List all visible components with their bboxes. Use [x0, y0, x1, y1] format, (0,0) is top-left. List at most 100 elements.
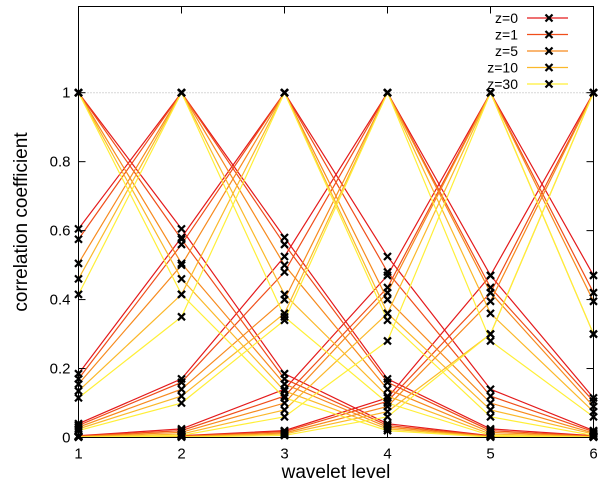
data-point	[383, 398, 392, 408]
data-point	[177, 398, 186, 408]
data-point	[486, 391, 495, 401]
series-line	[78, 91, 594, 428]
data-point	[383, 252, 392, 261]
legend-label: z=1	[495, 27, 518, 43]
data-point	[383, 384, 392, 394]
data-point	[280, 386, 289, 396]
x-axis-label: wavelet level	[281, 462, 391, 483]
series-line	[78, 91, 595, 437]
tick-layer: 0 0.2 0.4 0.6 0.8 1 1 2 3 4 5 6	[50, 6, 598, 463]
data-point	[486, 297, 495, 306]
legend-marker	[544, 46, 554, 56]
series-line	[78, 91, 595, 438]
series-line	[78, 91, 595, 438]
x-tick-label: 1	[74, 446, 82, 463]
series-line	[77, 91, 594, 438]
series-line	[78, 91, 594, 432]
legend-item: z=1	[495, 27, 568, 43]
x-tick-label: 2	[177, 446, 185, 463]
legend-item: z=0	[495, 10, 568, 26]
data-point	[177, 384, 186, 394]
legend-label: z=10	[487, 60, 518, 76]
legend: z=0z=1z=5z=10z=30	[487, 10, 568, 92]
data-point	[177, 274, 186, 284]
legend-item: z=30	[487, 76, 568, 92]
data-point	[280, 267, 289, 277]
data-point	[486, 271, 495, 280]
data-point	[280, 379, 289, 389]
y-tick-label: 0.4	[50, 292, 71, 309]
plot-frame	[78, 6, 594, 438]
legend-label: z=5	[495, 43, 518, 59]
series-line	[78, 91, 594, 425]
x-tick-label: 4	[383, 446, 391, 463]
series-line	[78, 91, 594, 426]
data-point	[280, 240, 289, 249]
data-point	[486, 412, 495, 422]
data-point	[177, 88, 186, 97]
y-tick-label: 0.2	[50, 361, 71, 378]
data-point	[486, 88, 495, 97]
y-axis-label: correlation coefficient	[11, 132, 32, 312]
data-point	[177, 290, 186, 299]
data-point	[177, 240, 186, 249]
data-point	[383, 378, 392, 387]
data-point	[177, 378, 186, 387]
data-point	[280, 88, 289, 97]
series-line	[78, 91, 595, 437]
series-line	[78, 91, 594, 437]
data-point	[383, 424, 392, 434]
data-point	[280, 252, 289, 261]
legend-item: z=5	[495, 43, 568, 59]
legend-marker	[544, 13, 554, 23]
data-point	[383, 267, 392, 277]
series-line	[78, 91, 594, 430]
legend-label: z=0	[495, 10, 518, 26]
data-point	[383, 412, 392, 422]
data-point	[280, 412, 289, 422]
legend-marker	[544, 79, 554, 89]
series-layer	[74, 88, 598, 442]
data-point	[383, 391, 392, 401]
data-point	[280, 260, 289, 270]
data-point	[280, 233, 289, 242]
data-point	[383, 295, 392, 304]
data-point	[486, 398, 495, 408]
data-point	[383, 288, 392, 297]
x-tick-label: 6	[589, 446, 597, 463]
data-point	[280, 315, 289, 325]
data-point	[486, 329, 495, 339]
data-point	[486, 384, 495, 394]
series-line	[78, 91, 594, 437]
legend-marker	[544, 30, 554, 39]
y-tick-label: 0.6	[50, 223, 71, 240]
y-tick-label: 0	[62, 430, 70, 447]
data-point	[177, 260, 186, 270]
legend-item: z=10	[487, 60, 568, 76]
data-point	[486, 309, 495, 318]
x-tick-label: 3	[280, 446, 288, 463]
y-tick-label: 1	[62, 85, 70, 102]
data-point	[383, 336, 392, 346]
data-point	[177, 312, 186, 322]
y-tick-label: 0.8	[50, 154, 71, 171]
data-point	[383, 309, 392, 318]
legend-marker	[544, 63, 554, 72]
data-point	[177, 259, 186, 268]
data-point	[280, 405, 289, 415]
data-point	[383, 88, 392, 97]
data-point	[280, 393, 289, 403]
data-point	[486, 405, 495, 415]
data-point	[486, 336, 495, 346]
series-line	[77, 91, 594, 438]
data-point	[177, 224, 186, 234]
data-point	[383, 315, 392, 325]
data-point	[177, 233, 186, 242]
data-point	[280, 290, 289, 299]
data-point	[486, 288, 495, 297]
series-line	[77, 91, 594, 438]
legend-label: z=30	[487, 76, 518, 92]
x-tick-label: 5	[486, 446, 494, 463]
data-point	[177, 391, 186, 401]
